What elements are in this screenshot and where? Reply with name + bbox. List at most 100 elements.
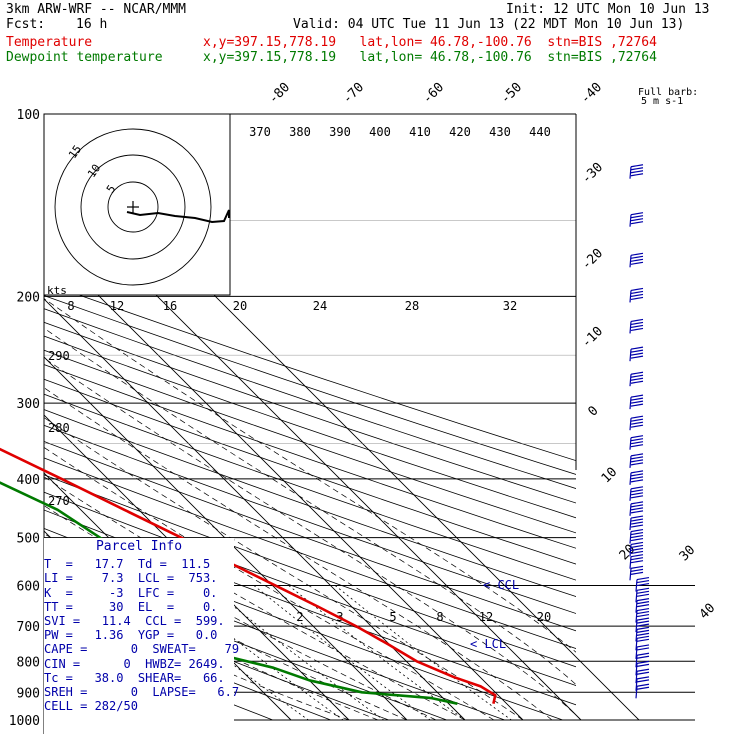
init-time: Init: 12 UTC Mon 10 Jun 13: [506, 2, 710, 17]
mixing-ratio-line: [166, 585, 344, 721]
theta-label: 420: [449, 125, 471, 139]
dry-adiabat-line: [44, 474, 576, 668]
isotherm-label: 30: [677, 543, 699, 565]
hodograph-axis-label: 20: [233, 299, 247, 313]
mixing-ratio-line: [288, 585, 466, 721]
theta-label: 410: [409, 125, 431, 139]
dewpoint-legend-info: x,y=397.15,778.19 lat,lon= 46.78,-100.76…: [203, 50, 657, 65]
isotherm-label: -80: [266, 80, 293, 107]
parcel-info-key-left: Tc =: [44, 670, 73, 685]
parcel-info-key-left: SREH =: [44, 685, 88, 700]
parcel-info-value-left: 30: [72, 599, 124, 614]
wind-barb: [635, 644, 650, 659]
parcel-info-value-right: 6.7: [195, 685, 240, 700]
temperature-legend-label: Temperature: [6, 35, 93, 50]
wind-barb: [629, 252, 644, 268]
parcel-info-key-right: HWBZ=: [130, 656, 182, 671]
hodograph-unit: kts: [47, 284, 67, 297]
dry-adiabat-line: [44, 457, 576, 649]
dry-adiabat-line: [44, 424, 576, 614]
wind-barb: [635, 683, 650, 699]
dry-adiabat-line: [44, 378, 576, 565]
parcel-info-row: CIN = 0 HWBZ= 2649.: [44, 657, 234, 671]
wind-barb: [629, 435, 644, 450]
isotherm-label: 40: [697, 601, 719, 623]
isotherm-line: [44, 240, 524, 721]
hodograph-ring: [107, 181, 159, 233]
parcel-info-key-left: CAPE =: [44, 642, 88, 657]
wind-barb: [635, 626, 650, 642]
hodograph-ring-label: 15: [66, 143, 84, 161]
hodograph-axis-label: 12: [110, 299, 124, 313]
pressure-tick-label: 800: [17, 655, 40, 670]
parcel-info-row: Tc = 38.0 SHEAR= 66.: [44, 671, 234, 685]
forecast-hour: 16 h: [76, 17, 108, 32]
dry-adiabat-label: 290: [48, 349, 70, 363]
wind-barb: [635, 587, 650, 603]
wind-barb: [629, 287, 644, 303]
parcel-info-value-left: 1.36: [72, 628, 124, 643]
pressure-tick-label: 500: [17, 532, 40, 547]
annotation-label: < CCL: [483, 578, 519, 592]
wind-barb: [635, 652, 650, 668]
temperature-profile-line: [0, 447, 497, 704]
parcel-info-row: K = -3 LFC = 0.: [44, 586, 234, 600]
parcel-info-value-left: 11.4: [80, 614, 131, 629]
isotherm-label: -50: [498, 80, 525, 107]
isotherm-label: -20: [579, 246, 606, 273]
wind-barb: [629, 501, 644, 516]
moist-adiabat-line: [44, 327, 576, 686]
parcel-info-value-left: 0: [80, 656, 131, 671]
wind-barb: [629, 554, 644, 569]
wind-barb: [635, 635, 650, 651]
isotherm-label: -40: [578, 80, 605, 107]
parcel-info-value-right: 11.5: [166, 557, 211, 572]
parcel-info-value-right: 0.: [174, 585, 218, 600]
mixing-ratio-label: 5: [389, 610, 396, 624]
mixing-ratio-line: [131, 585, 309, 721]
wind-barb: [635, 598, 650, 613]
parcel-info-key-left: CIN =: [44, 656, 81, 671]
isotherm-label: 0: [585, 403, 601, 419]
parcel-info-key-left: K =: [44, 585, 73, 600]
parcel-info-value-left: -3: [72, 585, 124, 600]
temperature-legend-info: x,y=397.15,778.19 lat,lon= 46.78,-100.76…: [203, 35, 657, 50]
wind-barb: [629, 415, 644, 431]
mixing-ratio-label: 2: [296, 610, 303, 624]
hodograph-axis-label: 32: [503, 299, 517, 313]
hodograph-ring: [80, 154, 186, 260]
pressure-tick-label: 900: [17, 686, 40, 701]
parcel-info-row: CELL = 282/50: [44, 699, 234, 713]
moist-adiabat-line: [44, 298, 576, 653]
parcel-info-key-right: Td =: [123, 557, 167, 572]
mixing-ratio-line: [334, 585, 512, 721]
parcel-info-key-left: PW =: [44, 628, 73, 643]
parcel-info-value-right: 599.: [181, 614, 225, 629]
mixing-ratio-label: 20: [537, 610, 551, 624]
hodograph-ring-label: 10: [85, 162, 103, 180]
parcel-info-key-left: LI =: [44, 571, 73, 586]
isotherm-label: -70: [340, 80, 367, 107]
parcel-info-row: TT = 30 EL = 0.: [44, 600, 234, 614]
wind-barb: [629, 212, 644, 227]
parcel-info-key-right: LFC =: [123, 585, 175, 600]
parcel-info-value-right: 0.0: [174, 628, 218, 643]
isotherm-line: [44, 298, 466, 721]
hodograph-frame: [43, 113, 231, 296]
pressure-tick-label: 200: [17, 290, 40, 305]
dry-adiabat-line: [44, 441, 576, 632]
annotation-label: < LCL: [470, 637, 506, 651]
parcel-info-value-right: 66.: [181, 670, 225, 685]
theta-label: 440: [529, 125, 551, 139]
isotherm-label: -30: [579, 160, 606, 187]
wind-barb: [629, 565, 644, 581]
wind-barb: [629, 453, 644, 468]
parcel-info-key-right: LCL =: [123, 571, 175, 586]
wind-barb: [629, 541, 644, 557]
hodograph-axis-label: 16: [163, 299, 177, 313]
barb-legend-title: Full barb:: [638, 87, 698, 98]
valid-time: Valid: 04 UTC Tue 11 Jun 13 (22 MDT Mon …: [293, 17, 685, 32]
dry-adiabat-line: [44, 566, 447, 721]
wind-barb: [635, 576, 650, 592]
